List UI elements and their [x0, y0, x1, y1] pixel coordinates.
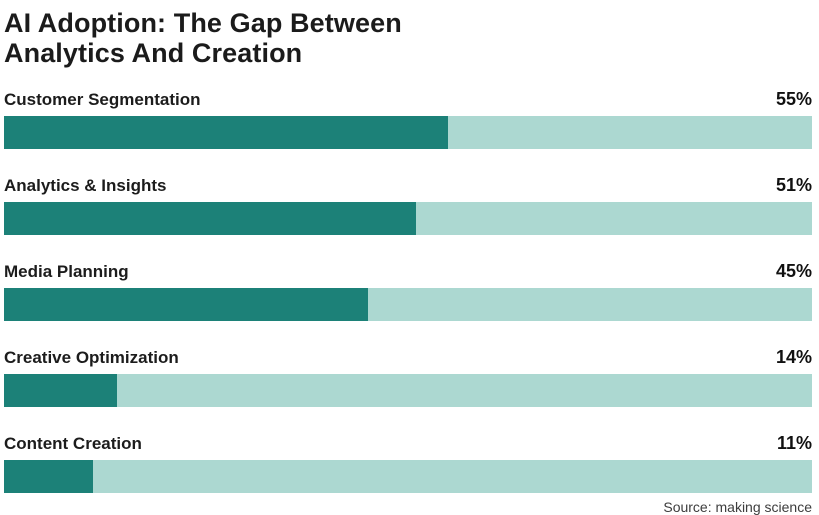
bar-track [4, 202, 812, 235]
bar-fill [4, 202, 417, 235]
bar-fill [4, 460, 93, 493]
bar-row-header: Media Planning 45% [4, 262, 812, 281]
value-label: 11% [776, 433, 812, 453]
bar-row: Content Creation 11% [4, 434, 812, 493]
bar-chart: Customer Segmentation 55% Analytics & In… [4, 90, 812, 493]
bar-row: Customer Segmentation 55% [4, 90, 812, 149]
bar-row-header: Analytics & Insights 51% [4, 176, 812, 195]
bar-row: Media Planning 45% [4, 262, 812, 321]
source-credit: Source: making science [663, 499, 812, 515]
category-label: Creative Optimization [4, 348, 179, 367]
value-label: 45% [775, 261, 812, 281]
value-label: 51% [775, 175, 812, 195]
bar-track [4, 116, 812, 149]
bar-track [4, 374, 812, 407]
chart-title: AI Adoption: The Gap Between Analytics A… [4, 8, 812, 68]
bar-track [4, 460, 812, 493]
bar-fill [4, 374, 118, 407]
bar-track [4, 288, 812, 321]
category-label: Content Creation [4, 434, 142, 453]
category-label: Analytics & Insights [4, 176, 167, 195]
bar-row-header: Content Creation 11% [4, 434, 812, 453]
bar-fill [4, 288, 368, 321]
bar-row-header: Creative Optimization 14% [4, 348, 812, 367]
bar-fill [4, 116, 449, 149]
bar-row: Analytics & Insights 51% [4, 176, 812, 235]
value-label: 55% [775, 89, 812, 109]
chart-title-line-2: Analytics And Creation [4, 38, 303, 68]
category-label: Media Planning [4, 262, 129, 281]
bar-row-header: Customer Segmentation 55% [4, 90, 812, 109]
category-label: Customer Segmentation [4, 90, 201, 109]
bar-row: Creative Optimization 14% [4, 348, 812, 407]
chart-title-line-1: AI Adoption: The Gap Between [4, 8, 402, 38]
value-label: 14% [775, 347, 812, 367]
